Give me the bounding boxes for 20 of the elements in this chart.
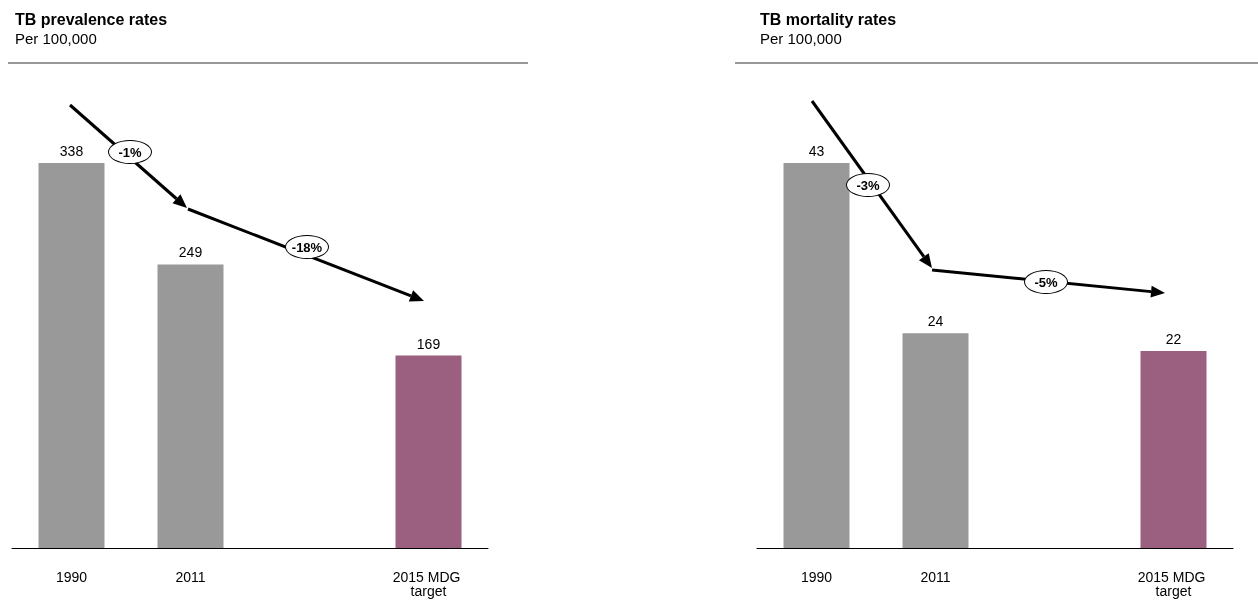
data-label: 24: [927, 313, 944, 330]
data-label: 43: [808, 143, 825, 160]
x-tick-label: 2015 MDG target: [1137, 569, 1210, 599]
x-tick-label: 1990: [800, 569, 833, 585]
data-label: 338: [59, 143, 84, 160]
x-tick-label: 2011: [175, 569, 206, 585]
data-label: 249: [178, 244, 203, 261]
chart-subtitle: Per 100,000: [15, 30, 97, 47]
data-label: 22: [1165, 331, 1182, 348]
oval-badge: -1%: [108, 140, 152, 164]
oval-badge: -3%: [846, 173, 890, 197]
chart-subtitle: Per 100,000: [760, 30, 842, 47]
x-tick-label: 1990: [55, 569, 88, 585]
oval-badge: -5%: [1024, 270, 1068, 294]
chart-title: TB mortality rates: [760, 10, 897, 28]
x-tick-label: 2015 MDG target: [392, 569, 465, 599]
x-tick-label: 2011: [920, 569, 951, 585]
oval-badge: -18%: [285, 235, 329, 259]
chart-title: TB prevalence rates: [15, 10, 168, 28]
data-label: 169: [416, 335, 441, 352]
